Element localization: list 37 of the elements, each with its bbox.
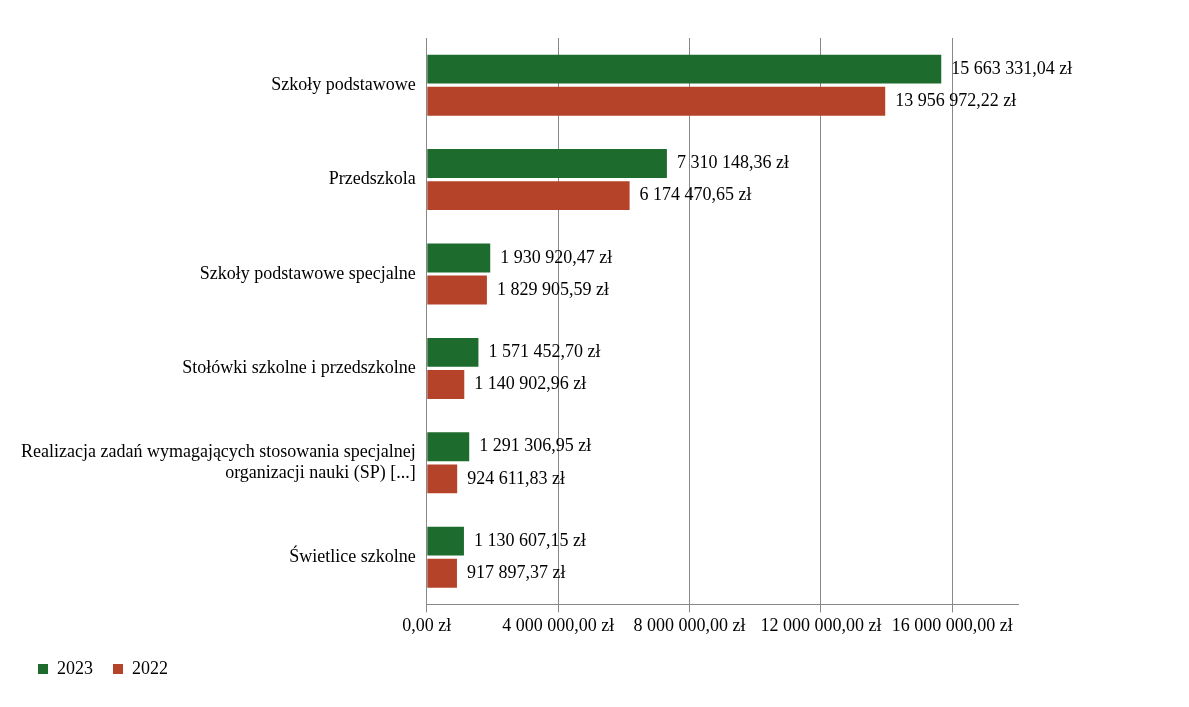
bar [427, 526, 464, 556]
data-label: 917 897,37 zł [466, 561, 566, 582]
legend-label: 2023 [57, 657, 93, 678]
y-tick-label: Przedszkola [328, 168, 416, 189]
data-label: 6 174 470,65 zł [639, 184, 752, 205]
bar [427, 181, 630, 211]
data-label: 1 130 607,15 zł [473, 529, 586, 550]
bar [427, 54, 942, 84]
legend-label: 2022 [132, 657, 168, 678]
bar [427, 432, 470, 462]
data-label: 13 956 972,22 zł [895, 89, 1017, 110]
y-tick-label: Szkoły podstawowe [271, 73, 416, 94]
data-label: 1 291 306,95 zł [479, 435, 592, 456]
y-tick-label: Stołówki szkolne i przedszkolne [182, 357, 416, 378]
data-label: 924 611,83 zł [467, 467, 566, 488]
bar [427, 243, 491, 273]
data-label: 1 571 452,70 zł [488, 341, 601, 362]
x-tick-label: 8 000 000,00 zł [633, 614, 746, 635]
data-label: 1 930 920,47 zł [500, 246, 613, 267]
bar [427, 337, 479, 367]
x-tick-label: 0,00 zł [402, 614, 452, 635]
data-label: 7 310 148,36 zł [676, 152, 789, 173]
y-tick-label: Realizacja zadań wymagających stosowania specjalnej organizacji nauki (SP) [...] [20, 440, 416, 484]
bar [427, 464, 458, 494]
bar [427, 558, 457, 588]
bar [427, 275, 487, 305]
y-tick-label: Szkoły podstawowe specjalne [199, 262, 416, 283]
data-label: 1 140 902,96 zł [474, 373, 587, 394]
x-tick-label: 4 000 000,00 zł [502, 614, 615, 635]
x-tick-label: 12 000 000,00 zł [760, 614, 882, 635]
bar [427, 86, 886, 116]
x-tick-label: 16 000 000,00 zł [891, 614, 1013, 635]
bar [427, 370, 465, 399]
data-label: 15 663 331,04 zł [951, 57, 1073, 78]
data-label: 1 829 905,59 zł [496, 278, 609, 299]
bar [427, 149, 667, 178]
y-tick-label: Świetlice szkolne [289, 544, 416, 566]
